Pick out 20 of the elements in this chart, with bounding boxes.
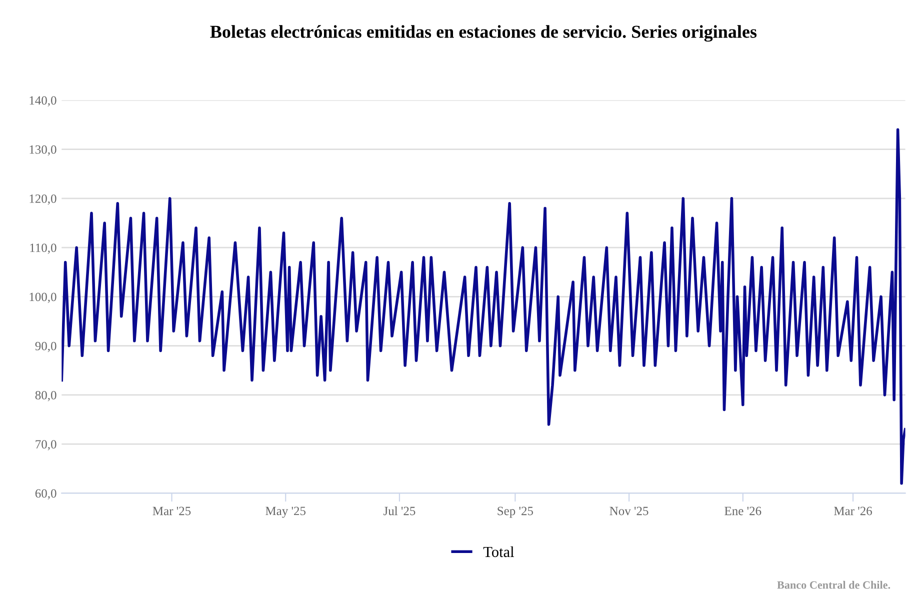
y-tick-label: 90,0: [35, 342, 56, 352]
y-tick-label: 120,0: [30, 194, 56, 205]
legend-label: Total: [483, 546, 514, 558]
y-tick-label: 80,0: [35, 390, 56, 402]
x-tick-label: May '25: [266, 506, 306, 518]
y-tick-label: 100,0: [30, 292, 56, 303]
line-series: [62, 128, 906, 485]
y-tick-label: 110,0: [30, 244, 56, 254]
x-tick-label: Sep '25: [498, 506, 534, 518]
y-tick-label: 60,0: [35, 489, 56, 500]
x-tick-label: Nov '25: [610, 506, 648, 516]
x-tick-label: Mar '26: [834, 506, 872, 516]
y-tick-label: 70,0: [36, 440, 56, 450]
y-tick-label: 140,0: [30, 96, 56, 106]
x-tick-label: Ene '26: [724, 506, 762, 516]
text: Banco Central de Chile.: [777, 580, 890, 589]
chart-title: Boletas electrónicas emitidas en estaciones de servicio. Series originales: [210, 25, 757, 42]
x-tick-label: Mar '25: [152, 506, 191, 516]
x-tick-label: Jul '25: [384, 506, 416, 516]
y-tick-label: 130,0: [30, 145, 56, 156]
